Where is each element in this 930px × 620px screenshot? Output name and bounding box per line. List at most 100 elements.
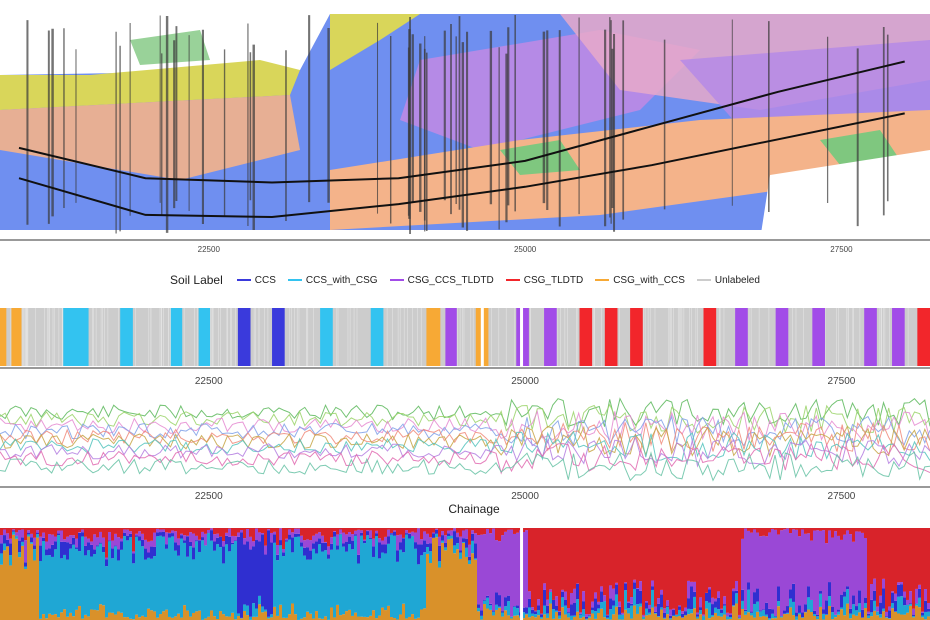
probability-bar bbox=[201, 528, 205, 532]
probability-bar bbox=[27, 536, 31, 620]
probability-bar bbox=[270, 528, 274, 533]
probability-bar bbox=[840, 528, 844, 540]
probability-bar bbox=[657, 598, 661, 604]
probability-bar bbox=[744, 609, 748, 612]
probability-bar bbox=[780, 617, 784, 620]
probability-bar bbox=[420, 528, 424, 540]
probability-bar bbox=[294, 536, 298, 615]
probability-bar bbox=[126, 540, 130, 618]
probability-bar bbox=[471, 540, 475, 554]
probability-bar bbox=[615, 582, 619, 585]
probability-bar bbox=[84, 614, 88, 620]
probability-bar bbox=[885, 617, 889, 620]
probability-bar bbox=[81, 528, 85, 530]
probability-bar bbox=[153, 556, 157, 612]
probability-bar bbox=[696, 616, 700, 619]
probability-bar bbox=[852, 614, 856, 620]
probability-bar bbox=[267, 616, 271, 619]
probability-bar bbox=[810, 540, 814, 600]
probability-bar bbox=[291, 603, 295, 620]
probability-bar bbox=[315, 611, 319, 620]
probability-bar bbox=[426, 528, 430, 534]
probability-bar bbox=[927, 616, 930, 620]
probability-bar bbox=[690, 581, 694, 587]
probability-bar bbox=[396, 550, 400, 562]
probability-bar bbox=[744, 614, 748, 620]
probability-bar bbox=[621, 614, 625, 620]
probability-bar bbox=[135, 533, 139, 536]
probability-bar bbox=[783, 614, 787, 620]
probability-bar bbox=[798, 528, 802, 537]
probability-bar bbox=[309, 528, 313, 541]
probability-bar bbox=[432, 533, 436, 538]
probability-bar bbox=[270, 532, 274, 543]
layer-green-2 bbox=[820, 130, 900, 165]
probability-bar bbox=[702, 614, 706, 616]
probability-bar bbox=[438, 545, 442, 562]
probability-bar bbox=[9, 538, 13, 544]
probability-bar bbox=[252, 546, 256, 604]
probability-bar bbox=[762, 528, 766, 536]
probability-bar bbox=[183, 542, 187, 606]
probability-bar bbox=[609, 598, 613, 610]
probability-bar bbox=[657, 616, 661, 617]
probability-bar bbox=[165, 544, 169, 549]
probability-bar bbox=[474, 533, 478, 544]
probability-bar bbox=[372, 610, 376, 620]
probability-bar bbox=[480, 528, 484, 535]
probability-bar bbox=[423, 528, 427, 532]
probability-bar bbox=[168, 616, 172, 620]
probability-bar bbox=[126, 617, 130, 620]
probability-bar bbox=[132, 553, 136, 564]
probability-bar bbox=[597, 613, 601, 620]
probability-bar bbox=[798, 612, 802, 615]
probability-bar bbox=[627, 601, 631, 603]
probability-bar bbox=[888, 618, 892, 619]
probability-bar bbox=[651, 580, 655, 587]
probability-bar bbox=[168, 528, 172, 533]
probability-bar bbox=[663, 528, 667, 609]
probability-bar bbox=[231, 528, 235, 536]
probability-bar bbox=[750, 528, 754, 533]
probability-bar bbox=[66, 536, 70, 543]
probability-bar bbox=[141, 533, 145, 540]
probability-bar bbox=[42, 537, 46, 541]
probability-bar bbox=[648, 604, 652, 609]
soil-segment bbox=[426, 308, 441, 366]
probability-bar bbox=[546, 528, 550, 600]
probability-bar bbox=[357, 528, 361, 530]
geological-section-panel: 22500 25000 27500 bbox=[0, 0, 930, 254]
probability-bar bbox=[291, 532, 295, 538]
probability-bar bbox=[807, 528, 811, 534]
probability-bar bbox=[3, 535, 7, 544]
x-tick-label: 27500 bbox=[828, 491, 856, 502]
probability-bar bbox=[888, 528, 892, 607]
probability-bar bbox=[129, 533, 133, 538]
probability-bar bbox=[96, 545, 100, 547]
probability-bar bbox=[603, 528, 607, 596]
probability-bar bbox=[354, 534, 358, 536]
data-gap bbox=[520, 308, 524, 366]
probability-bar bbox=[885, 611, 889, 617]
probability-bar bbox=[909, 591, 913, 604]
probability-bar bbox=[366, 528, 370, 531]
probability-bar bbox=[234, 540, 238, 542]
probability-bar bbox=[345, 611, 349, 620]
probability-bar bbox=[198, 539, 202, 541]
legend-item: CCS bbox=[236, 275, 276, 286]
probability-bar bbox=[483, 604, 487, 620]
probability-bar bbox=[324, 542, 328, 551]
probability-bar bbox=[687, 528, 691, 581]
probability-bar bbox=[555, 596, 559, 606]
probability-bar bbox=[888, 610, 892, 619]
probability-bar bbox=[339, 534, 343, 616]
probability-bar bbox=[870, 584, 874, 600]
probability-bar bbox=[63, 554, 67, 610]
probability-bar bbox=[456, 532, 460, 538]
probability-bar bbox=[858, 603, 862, 613]
probability-bar bbox=[60, 612, 64, 620]
probability-bar bbox=[666, 606, 670, 615]
probability-bar bbox=[288, 539, 292, 615]
probability-bar bbox=[720, 528, 724, 609]
probability-bar bbox=[39, 618, 43, 620]
